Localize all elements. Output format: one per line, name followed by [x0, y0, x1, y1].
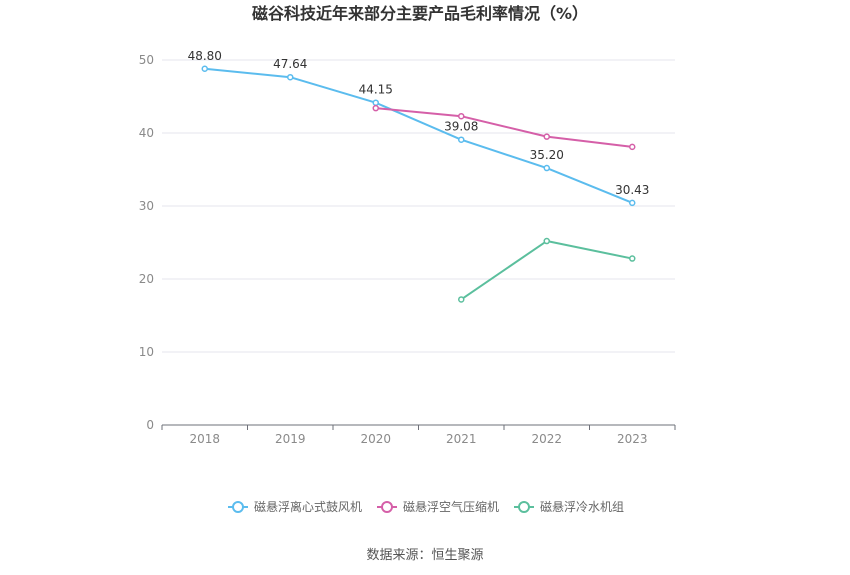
y-tick-label: 20 — [139, 272, 154, 286]
source-note: 数据来源：恒生聚源 — [366, 548, 483, 563]
data-point — [458, 296, 465, 303]
data-point — [372, 104, 379, 112]
x-tick-label: 2019 — [275, 432, 306, 446]
data-point — [201, 65, 208, 73]
series-1 — [201, 65, 636, 207]
series-2 — [372, 104, 636, 151]
legend-item-3[interactable]: 磁悬浮冷水机组 — [514, 499, 624, 514]
data-label: 44.15 — [359, 83, 393, 97]
data-point — [543, 133, 550, 140]
data-point — [629, 143, 636, 151]
data-label: 35.20 — [530, 148, 564, 162]
series-line — [375, 107, 633, 148]
x-tick-label: 2022 — [531, 432, 562, 446]
legend-marker — [232, 501, 244, 513]
x-axis: 2018 2019 2020 2021 2022 2023 — [161, 424, 676, 446]
x-tick-label: 2021 — [446, 432, 477, 446]
data-point — [287, 73, 294, 81]
data-point — [629, 255, 636, 262]
series-line — [460, 240, 633, 301]
y-tick-label: 30 — [139, 199, 154, 213]
legend-item-2[interactable]: 磁悬浮空气压缩机 — [377, 499, 499, 514]
data-point — [543, 237, 550, 245]
y-tick-label: 0 — [146, 418, 154, 432]
legend-label: 磁悬浮冷水机组 — [540, 499, 624, 514]
y-tick-label: 40 — [139, 126, 154, 140]
legend-label: 磁悬浮空气压缩机 — [403, 499, 499, 514]
legend[interactable]: 磁悬浮离心式鼓风机 磁悬浮空气压缩机 磁悬浮冷水机组 — [228, 499, 624, 514]
data-label: 39.08 — [444, 120, 478, 134]
series-line — [204, 67, 633, 204]
series-group — [201, 65, 636, 303]
data-point — [458, 112, 465, 120]
legend-item-1[interactable]: 磁悬浮离心式鼓风机 — [228, 499, 362, 514]
data-point — [372, 99, 379, 106]
data-point — [629, 199, 636, 207]
series-3 — [458, 237, 636, 303]
y-axis: 0 10 20 30 40 50 — [139, 53, 154, 432]
y-tick-label: 50 — [139, 53, 154, 67]
data-point — [458, 136, 465, 143]
data-labels: 48.80 47.64 44.15 39.08 35.20 30.43 — [188, 49, 650, 197]
chart-title: 磁谷科技近年来部分主要产品毛利率情况（%） — [252, 4, 588, 23]
data-label: 47.64 — [273, 57, 307, 71]
grid-lines — [162, 59, 675, 353]
data-label: 30.43 — [615, 183, 649, 197]
legend-marker — [381, 501, 393, 513]
x-tick-label: 2023 — [617, 432, 648, 446]
data-label: 48.80 — [188, 49, 222, 63]
y-tick-label: 10 — [139, 345, 154, 359]
x-tick-label: 2018 — [189, 432, 220, 446]
legend-marker — [518, 501, 530, 513]
legend-label: 磁悬浮离心式鼓风机 — [254, 499, 362, 514]
data-point — [543, 164, 550, 172]
x-tick-label: 2020 — [360, 432, 391, 446]
